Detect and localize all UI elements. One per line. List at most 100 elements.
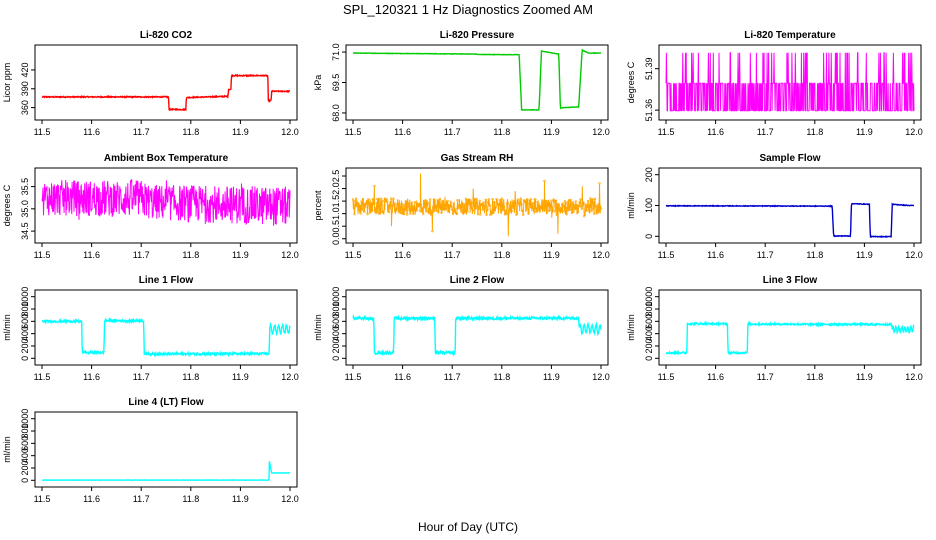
panel-5-point — [505, 213, 508, 216]
panel-5-point — [411, 210, 414, 213]
panel-5-point — [396, 208, 400, 211]
panel-6-series-line — [665, 202, 914, 239]
panel-5-point — [484, 198, 487, 202]
panel-5-point — [438, 197, 442, 201]
panel-9-series-line — [665, 320, 915, 356]
panel-5-point — [444, 205, 448, 208]
panel-4-xtick-label: 11.9 — [232, 250, 249, 260]
panel-3-xtick-label: 11.7 — [757, 127, 774, 137]
panel-9-title: Line 3 Flow — [763, 275, 818, 286]
panel-5-point — [439, 202, 442, 205]
panel-5-point — [403, 203, 407, 206]
panel-3-xtick-label: 11.9 — [856, 127, 873, 137]
panel-5-point — [421, 207, 424, 210]
panel-8-title: Line 2 Flow — [450, 275, 505, 286]
panel-5-point — [563, 210, 566, 213]
panel-5-point — [550, 206, 554, 209]
panel-5-point — [573, 206, 577, 209]
panel-8-xtick-label: 11.6 — [394, 372, 411, 382]
panel-1-xtick-label: 11.7 — [133, 127, 150, 137]
panel-6-xtick-label: 11.8 — [806, 250, 823, 260]
panel-5-point — [593, 197, 597, 201]
panel-5-point — [386, 203, 390, 207]
panel-5-point — [477, 207, 481, 211]
panel-5-point — [491, 197, 494, 201]
panel-4-xtick-label: 12.0 — [281, 250, 299, 260]
panel-5-ytick-label: 0.5 — [331, 220, 341, 233]
panel-5-point — [569, 203, 573, 207]
panel-7-xtick-label: 11.5 — [34, 372, 51, 382]
panel-5-point — [599, 207, 603, 210]
panel-8-ytick-label: 800 — [331, 302, 341, 317]
panel-9-frame — [658, 289, 922, 366]
panel-5-point — [574, 200, 577, 203]
panel-9-xtick-label: 11.8 — [806, 372, 823, 382]
panel-2-xtick-label: 12.0 — [592, 127, 610, 137]
panel-2-ytick-label: 69.5 — [331, 74, 341, 92]
panel-5-point — [520, 203, 523, 206]
panel-5-ytick-label: 1.5 — [331, 195, 341, 208]
panel-5-point — [548, 208, 552, 212]
panel-1-xtick-label: 11.5 — [34, 127, 51, 137]
panel-5-point — [400, 206, 403, 210]
panel-2-title: Li-820 Pressure — [440, 30, 515, 41]
panel-5-point — [386, 200, 389, 203]
panel-2-xtick-label: 11.5 — [345, 127, 362, 137]
panel-3-xtick-label: 12.0 — [905, 127, 923, 137]
panel-5-point — [577, 204, 581, 208]
panel-5-point — [586, 199, 590, 203]
panel-5-point — [461, 212, 465, 215]
panel-5-point — [487, 198, 490, 201]
panel-8-xtick-label: 11.9 — [543, 372, 560, 382]
panel-10-series-line — [41, 461, 291, 482]
panel-4-ytick-label: 34.5 — [20, 222, 30, 240]
panel-10-ylabel: ml/min — [2, 436, 12, 463]
panel-5-point — [464, 197, 468, 200]
panel-10-frame — [34, 411, 298, 488]
panel-8-frame — [345, 289, 609, 366]
panel-7-xtick-label: 11.9 — [232, 372, 249, 382]
panel-5-point — [409, 212, 412, 215]
panel-5-point — [354, 197, 358, 200]
panel-5-point — [352, 199, 355, 203]
panel-5-point — [435, 205, 439, 208]
panel-5-point — [555, 213, 558, 216]
panel-5-point — [576, 210, 580, 214]
panel-5-point — [510, 209, 513, 213]
panel-5-point — [402, 212, 406, 216]
panel-8-ytick-label: 0 — [331, 356, 341, 361]
panel-5-point — [431, 230, 434, 233]
panel-5-point — [483, 208, 486, 211]
panel-5-point — [551, 209, 555, 212]
panel-7-ytick-label: 0 — [20, 356, 30, 361]
panel-9-xtick-label: 11.6 — [707, 372, 724, 382]
panel-5-point — [515, 212, 519, 216]
panel-5-point — [546, 200, 549, 203]
panel-5-point — [369, 204, 372, 207]
panel-5-point — [428, 211, 431, 215]
panel-5-point — [596, 211, 600, 214]
panel-6-xtick-label: 11.9 — [856, 250, 873, 260]
panel-1-title: Li-820 CO2 — [140, 30, 193, 41]
panel-5-point — [519, 197, 523, 200]
panel-5-series-points — [351, 179, 603, 233]
panel-5-point — [406, 202, 410, 205]
panel-5-point — [496, 199, 499, 202]
panel-8-xtick-label: 11.8 — [493, 372, 510, 382]
panel-5-point — [480, 202, 484, 206]
panel-5-point — [373, 208, 377, 211]
panel-8-ytick-label: 400 — [331, 326, 341, 341]
panel-5-point — [380, 197, 383, 200]
panel-3-frame — [658, 44, 922, 121]
panel-5-point — [528, 199, 532, 203]
panel-2-frame — [345, 44, 609, 121]
panel-5-point — [532, 207, 535, 211]
panel-5-point — [451, 212, 455, 216]
panel-5-point — [476, 213, 480, 216]
figure-title: SPL_120321 1 Hz Diagnostics Zoomed AM — [343, 2, 593, 17]
panel-5-point — [581, 204, 584, 207]
panel-10-ytick-label: 1000 — [20, 409, 30, 429]
figure-xlabel: Hour of Day (UTC) — [418, 520, 518, 534]
panel-10-xtick-label: 11.9 — [232, 494, 249, 504]
panel-5-point — [419, 203, 423, 207]
